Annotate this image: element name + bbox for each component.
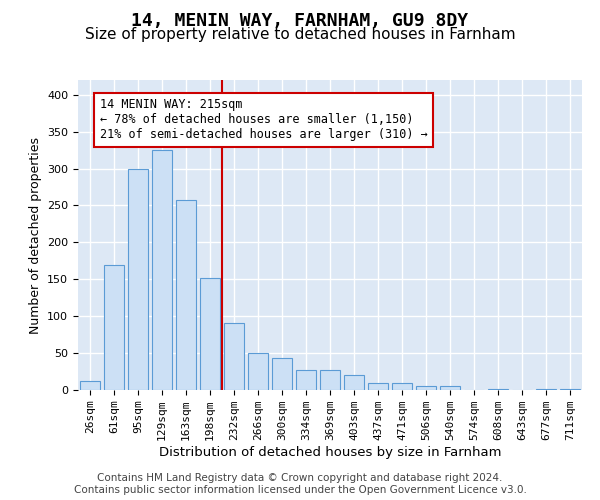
Bar [104,264,124,390]
Bar [560,388,580,390]
Text: Contains HM Land Registry data © Crown copyright and database right 2024.
Contai: Contains HM Land Registry data © Crown c… [74,474,526,495]
Bar [440,386,460,390]
Bar [152,150,172,390]
Y-axis label: Number of detached properties: Number of detached properties [29,136,41,334]
Bar [416,386,436,390]
Text: 14, MENIN WAY, FARNHAM, GU9 8DY: 14, MENIN WAY, FARNHAM, GU9 8DY [131,12,469,30]
Bar [248,353,268,390]
Bar [128,168,148,390]
Bar [320,370,340,390]
Bar [488,388,508,390]
X-axis label: Distribution of detached houses by size in Farnham: Distribution of detached houses by size … [159,446,501,459]
Bar [272,358,292,390]
Bar [200,278,220,390]
Text: 14 MENIN WAY: 215sqm
← 78% of detached houses are smaller (1,150)
21% of semi-de: 14 MENIN WAY: 215sqm ← 78% of detached h… [100,98,427,142]
Bar [368,382,388,390]
Bar [80,381,100,390]
Bar [344,375,364,390]
Bar [224,323,244,390]
Bar [176,200,196,390]
Bar [392,382,412,390]
Bar [296,370,316,390]
Bar [536,388,556,390]
Text: Size of property relative to detached houses in Farnham: Size of property relative to detached ho… [85,28,515,42]
